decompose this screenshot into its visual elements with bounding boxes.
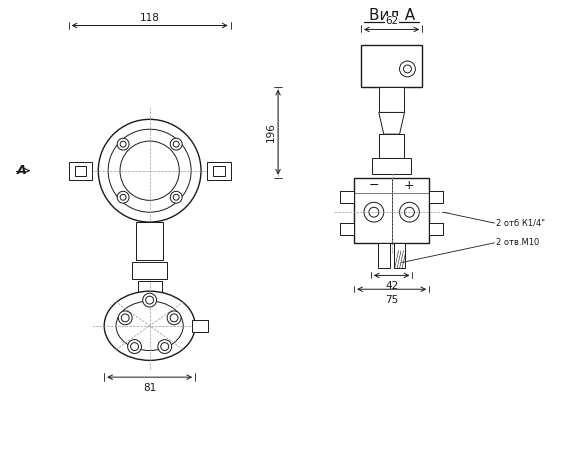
Circle shape	[161, 343, 169, 350]
Circle shape	[118, 311, 132, 325]
Circle shape	[145, 296, 153, 304]
Circle shape	[98, 119, 201, 222]
Circle shape	[120, 141, 179, 200]
Text: 75: 75	[385, 295, 398, 305]
Bar	[68, 162, 92, 180]
Ellipse shape	[116, 301, 183, 350]
Text: 118: 118	[140, 13, 160, 23]
Bar	[136, 222, 164, 260]
Bar	[361, 45, 422, 87]
Text: А: А	[16, 164, 26, 177]
Circle shape	[364, 202, 384, 222]
Circle shape	[120, 194, 126, 200]
Circle shape	[400, 61, 415, 77]
Ellipse shape	[104, 291, 195, 360]
Bar	[132, 262, 168, 279]
Circle shape	[108, 129, 191, 212]
Bar	[340, 192, 354, 203]
Circle shape	[170, 314, 178, 322]
Circle shape	[405, 207, 414, 217]
Polygon shape	[379, 112, 405, 134]
Circle shape	[117, 138, 129, 150]
Circle shape	[117, 191, 129, 203]
Circle shape	[158, 339, 171, 354]
Circle shape	[121, 314, 129, 322]
Bar	[379, 87, 405, 112]
Text: 2 отв.М10: 2 отв.М10	[496, 238, 539, 248]
Text: −: −	[368, 179, 379, 192]
Circle shape	[143, 293, 157, 307]
Circle shape	[369, 207, 379, 217]
Bar	[354, 177, 429, 243]
Text: 42: 42	[385, 281, 398, 291]
Circle shape	[128, 339, 142, 354]
Text: Вид А: Вид А	[368, 8, 415, 23]
Text: +: +	[404, 179, 415, 192]
Text: 196: 196	[266, 122, 276, 142]
Bar	[429, 192, 443, 203]
Bar	[138, 281, 161, 319]
Circle shape	[131, 343, 139, 350]
Bar	[75, 166, 87, 176]
Bar	[372, 158, 411, 174]
Bar	[379, 134, 405, 158]
Circle shape	[173, 141, 179, 147]
Circle shape	[120, 141, 126, 147]
Bar	[207, 162, 231, 180]
Circle shape	[404, 65, 411, 73]
Circle shape	[167, 311, 181, 325]
Circle shape	[170, 191, 182, 203]
Bar	[340, 223, 354, 235]
Text: 2 отб К1/4": 2 отб К1/4"	[496, 218, 546, 228]
Bar	[213, 166, 225, 176]
Text: 81: 81	[143, 383, 156, 393]
Bar	[192, 320, 208, 332]
Circle shape	[173, 194, 179, 200]
Circle shape	[400, 202, 419, 222]
Text: 62: 62	[385, 16, 398, 26]
Bar	[393, 243, 405, 268]
Bar	[378, 243, 389, 268]
Circle shape	[170, 138, 182, 150]
Bar	[429, 223, 443, 235]
